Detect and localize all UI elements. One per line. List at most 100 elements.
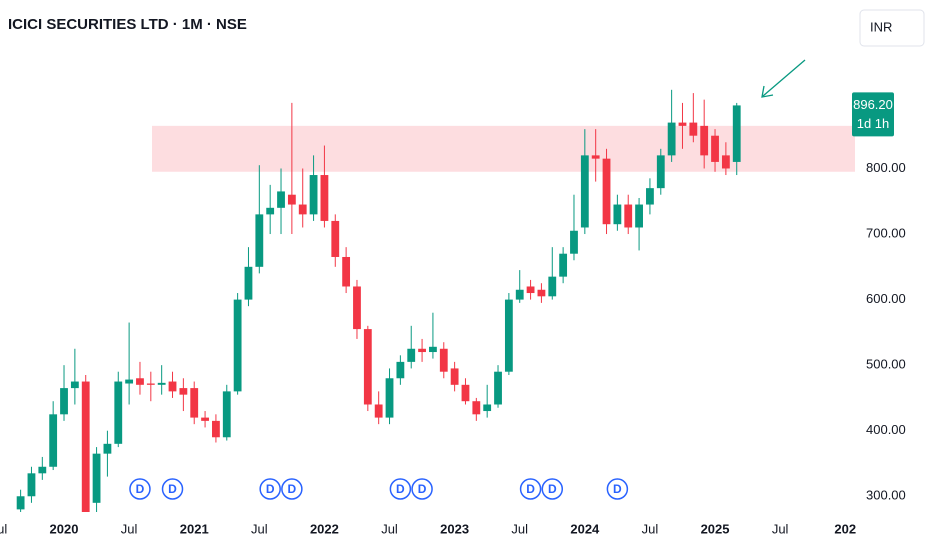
- candle-body: [721, 155, 730, 169]
- x-tick-label: 2021: [180, 521, 209, 536]
- candle-body: [136, 378, 144, 385]
- candle-body: [60, 388, 68, 415]
- candle-body: [407, 348, 416, 362]
- candle-body: [526, 286, 535, 294]
- currency[interactable]: INR: [870, 19, 892, 34]
- candle-body: [38, 466, 47, 474]
- candle-body: [125, 379, 134, 384]
- x-tick-label: Jul: [251, 521, 268, 536]
- candle-body: [385, 378, 394, 418]
- candle-body: [494, 371, 502, 405]
- candle-body: [81, 381, 90, 512]
- arrow-head: [761, 85, 774, 98]
- x-tick-label: 2023: [440, 521, 469, 536]
- candle-body: [613, 204, 622, 225]
- dividend-label: D: [266, 482, 275, 496]
- x-tick-label: 2024: [570, 521, 600, 536]
- candle-body: [363, 329, 372, 405]
- candle-body: [504, 299, 513, 372]
- x-tick-label: 2022: [310, 521, 339, 536]
- candle-body: [450, 368, 459, 385]
- candle-body: [732, 105, 741, 162]
- candle-body: [570, 230, 578, 254]
- candle-body: [624, 204, 633, 228]
- candle-body: [461, 384, 470, 402]
- dividend-label: D: [548, 482, 557, 496]
- candle-body: [689, 122, 698, 136]
- arrow: [762, 59, 806, 97]
- dividend-marker: [259, 478, 281, 500]
- candle-body: [179, 388, 188, 395]
- last-price-box: [852, 92, 894, 137]
- candle-body: [255, 214, 264, 267]
- x-tick-label: Jul: [642, 521, 659, 536]
- candle-body: [168, 381, 177, 392]
- dividend-marker: [129, 478, 151, 500]
- candle-body: [472, 401, 481, 415]
- candle-body: [537, 289, 546, 297]
- x-tick-label: Jul: [381, 521, 398, 536]
- candle-body: [591, 155, 600, 159]
- y-tick-label: 700.00: [866, 225, 906, 240]
- candle-body: [656, 155, 665, 189]
- candle-body: [429, 346, 437, 353]
- candle-body: [157, 382, 166, 385]
- candle-body: [418, 348, 426, 353]
- candle-body: [233, 299, 242, 392]
- candle-body: [244, 266, 253, 300]
- candle-body: [700, 125, 709, 156]
- candle-body: [374, 404, 383, 418]
- dividend-marker: [281, 478, 303, 500]
- candle-body: [27, 473, 36, 497]
- dividend-label: D: [418, 482, 427, 496]
- countdown: 1d 1h: [857, 116, 890, 131]
- candle-body: [146, 383, 155, 385]
- x-tick-label: 202: [834, 521, 856, 536]
- x-tick-label: 2025: [701, 521, 730, 536]
- dividend-label: D: [136, 482, 145, 496]
- candle-body: [711, 135, 719, 162]
- candle-body: [309, 175, 318, 215]
- resistance-zone: [152, 125, 855, 172]
- candle-body: [667, 122, 676, 156]
- candle-body: [396, 361, 405, 379]
- dividend-marker: [161, 478, 184, 500]
- dividend-marker: [519, 478, 542, 500]
- candle-body: [277, 191, 285, 208]
- candle-body: [483, 404, 492, 412]
- candle-body: [103, 443, 112, 454]
- x-tick-label: 2020: [50, 521, 79, 536]
- candle-body: [266, 207, 275, 215]
- candle-body: [331, 220, 340, 257]
- dividend-label: D: [288, 482, 297, 496]
- candle-body: [298, 204, 307, 215]
- y-tick-label: 300.00: [866, 488, 906, 503]
- candle-body: [515, 289, 524, 300]
- candle-body: [190, 388, 199, 418]
- x-tick-label: Jul: [121, 521, 138, 536]
- candle-body: [353, 286, 361, 330]
- y-tick-label: 400.00: [866, 422, 906, 437]
- dividend-label: D: [613, 482, 622, 496]
- y-tick-label: 600.00: [866, 291, 906, 306]
- x-tick-label: Jul: [511, 521, 528, 536]
- candle-body: [70, 381, 79, 389]
- y-tick-label: 500.00: [866, 357, 906, 372]
- dividend-marker: [606, 478, 629, 500]
- candle-body: [114, 381, 123, 444]
- candle-body: [602, 158, 611, 225]
- currency-box[interactable]: [859, 9, 925, 47]
- dividend-label: D: [526, 482, 535, 496]
- plot-area: [16, 89, 855, 512]
- dividend-marker: [389, 478, 412, 500]
- candle-body: [222, 391, 231, 438]
- candle-body: [646, 188, 654, 205]
- candle-body: [201, 417, 209, 421]
- candle-body: [559, 253, 568, 277]
- candle-body: [678, 122, 687, 126]
- dividend-marker: [541, 478, 564, 500]
- candle-body: [548, 276, 557, 297]
- candle-body: [342, 256, 351, 287]
- candle-body: [16, 496, 25, 510]
